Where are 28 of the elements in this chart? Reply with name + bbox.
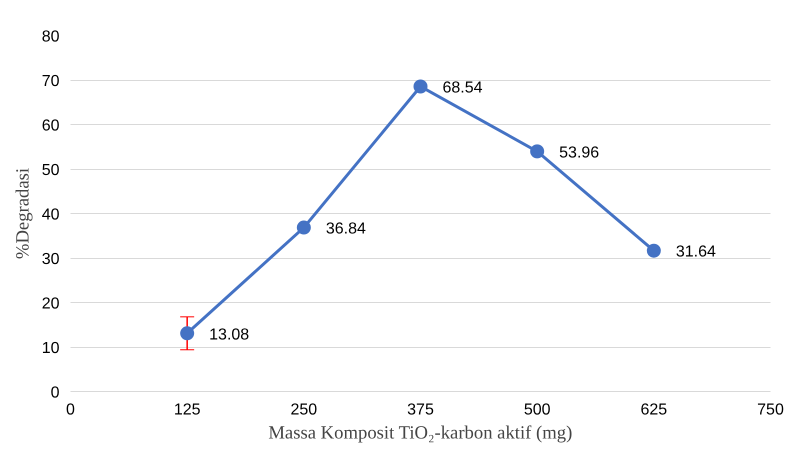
y-tick-label: 50 [42, 162, 60, 179]
point [414, 80, 428, 94]
point [180, 326, 194, 340]
data-label: 13.08 [209, 326, 250, 344]
y-tick-label: 0 [50, 384, 60, 402]
x-tick-label: 500 [524, 402, 551, 418]
x-tick-label: 125 [174, 402, 201, 418]
x-axis-title: Massa Komposit TiO₂-karbon aktif (mg) [268, 422, 572, 444]
y-axis-title: %Degradasi [12, 168, 34, 260]
data-label: 53.96 [559, 144, 600, 162]
point [296, 220, 311, 235]
point [646, 244, 661, 258]
x-tick-label: 750 [757, 402, 784, 418]
y-tick-label: 30 [42, 251, 60, 268]
y-tick-label: 20 [42, 296, 60, 312]
y-tick-label: 60 [42, 118, 60, 134]
y-tick-label: 40 [42, 206, 60, 224]
x-tick-label: 375 [407, 402, 434, 418]
y-tick-label: 70 [42, 73, 60, 90]
data-label: 36.84 [326, 220, 366, 238]
data-label: 68.54 [442, 79, 483, 96]
x-tick-label: 625 [640, 402, 668, 418]
y-tick-label: 10 [42, 340, 60, 357]
x-tick-label: 0 [66, 402, 76, 418]
x-tick-label: 250 [290, 402, 318, 418]
data-label: 31.64 [676, 244, 716, 261]
point [530, 144, 544, 158]
y-tick-label: 80 [42, 28, 60, 46]
